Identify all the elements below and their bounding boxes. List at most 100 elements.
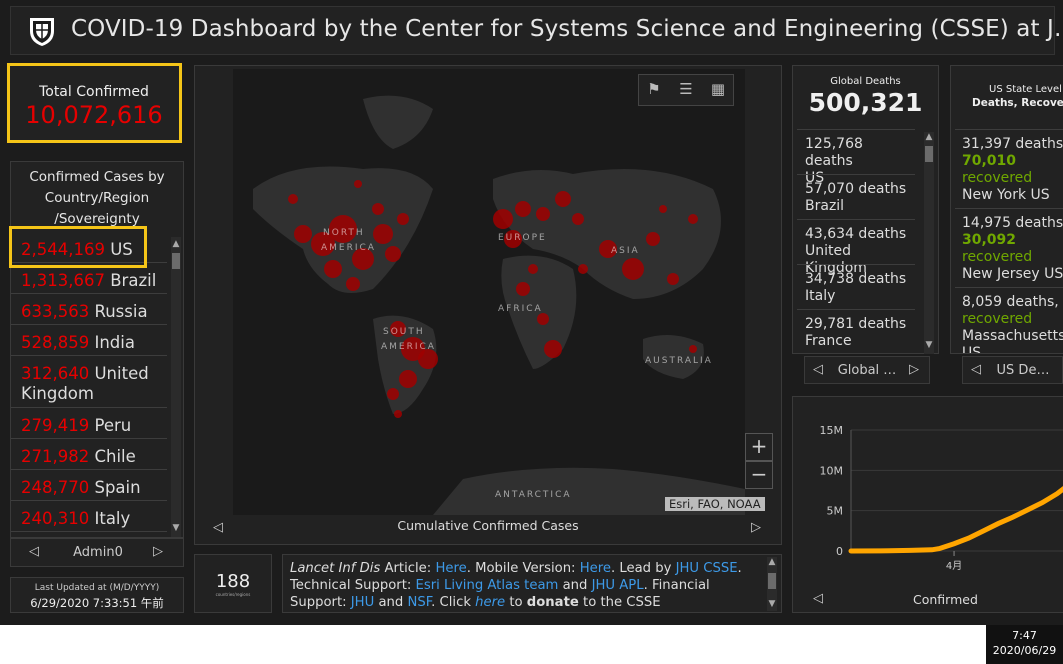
deaths-scrollbar[interactable]: ▲ ▼	[924, 132, 934, 354]
country-name: Italy	[94, 509, 131, 528]
next-page-icon[interactable]: ▷	[153, 544, 163, 559]
chart-y-tick-label: 15M	[820, 424, 844, 437]
world-map[interactable]: NORTH AMERICA SOUTH AMERICA EUROPE ASIA …	[233, 69, 745, 515]
scroll-up-icon[interactable]: ▲	[172, 239, 180, 249]
confirmed-chart-panel: 15M 10M 5M 0 4月 ◁ Confirmed	[792, 396, 1063, 613]
state-recovered-count: 30,092	[962, 232, 1017, 248]
last-updated-label: Last Updated at (M/D/YYYY)	[34, 583, 160, 593]
zoom-out-button[interactable]: −	[745, 461, 773, 489]
state-recovered-label: recovered	[962, 311, 1033, 327]
scroll-up-icon[interactable]: ▲	[768, 557, 776, 567]
country-row[interactable]: 248,770 Spain	[11, 470, 167, 501]
chart-prev-icon[interactable]: ◁	[813, 591, 823, 606]
label-antarctica: ANTARCTICA	[495, 490, 572, 500]
zoom-in-button[interactable]: +	[745, 433, 773, 461]
label-europe: EUROPE	[498, 233, 547, 243]
jhu-link[interactable]: JHU	[350, 595, 375, 610]
death-country: Italy	[805, 288, 836, 304]
info-text-part: and	[558, 578, 592, 593]
total-confirmed-value: 10,072,616	[25, 101, 163, 129]
page-title: COVID-19 Dashboard by the Center for Sys…	[71, 16, 1063, 42]
prev-page-icon[interactable]: ◁	[813, 362, 823, 377]
country-row[interactable]: 633,563 Russia	[11, 294, 167, 325]
info-scrollbar[interactable]: ▲ ▼	[767, 557, 777, 611]
map-prev-icon[interactable]: ◁	[213, 520, 223, 535]
scroll-up-icon[interactable]: ▲	[925, 132, 933, 142]
total-confirmed-panel: Total Confirmed 10,072,616	[8, 64, 180, 143]
label-asia: ASIA	[611, 246, 640, 256]
us-state-row[interactable]: 8,059 deaths, recovered Massachusetts US	[955, 287, 1063, 353]
map-next-icon[interactable]: ▷	[751, 520, 761, 535]
bookmark-icon[interactable]: ⚑	[647, 80, 661, 98]
mobile-version-link[interactable]: Here	[579, 561, 611, 576]
country-pager-label[interactable]: Admin0	[73, 545, 123, 560]
deaths-row[interactable]: 29,781 deaths France	[797, 309, 915, 354]
country-row[interactable]: 528,859 India	[11, 325, 167, 356]
state-deaths: 14,975 deaths,	[962, 215, 1063, 231]
basemap-gallery-icon[interactable]: ▦	[710, 80, 726, 98]
scroll-thumb[interactable]	[768, 573, 776, 589]
country-row[interactable]: 240,310 Italy	[11, 501, 167, 532]
country-name: US	[110, 240, 133, 259]
dashboard-header: COVID-19 Dashboard by the Center for Sys…	[10, 6, 1063, 55]
deaths-row[interactable]: 57,070 deaths Brazil	[797, 174, 915, 219]
country-row[interactable]: 279,419 Peru	[11, 408, 167, 439]
countries-count-value: 188	[215, 571, 251, 592]
global-deaths-panel: Global Deaths 500,321 125,768 deaths US 57…	[792, 65, 939, 354]
us-state-label: US State Level	[989, 84, 1062, 95]
total-confirmed-label: Total Confirmed	[39, 84, 149, 100]
country-list-scrollbar[interactable]: ▲ ▼	[171, 237, 181, 537]
death-country: Brazil	[805, 198, 845, 214]
info-journal: Lancet Inf Dis	[290, 561, 381, 576]
scroll-down-icon[interactable]: ▼	[768, 599, 776, 609]
jhu-apl-link[interactable]: JHU APL	[591, 578, 644, 593]
country-list-heading: Confirmed Cases by Country/Region /Sover…	[29, 169, 165, 227]
us-state-row[interactable]: 14,975 deaths, 30,092 recovered New Jersey…	[955, 208, 1063, 287]
scroll-thumb[interactable]	[925, 146, 933, 162]
info-panel: Lancet Inf Dis Article: Here. Mobile Ver…	[282, 554, 782, 613]
country-row[interactable]: 312,640 United Kingdom	[11, 356, 167, 408]
state-deaths: 31,397 deaths,	[962, 136, 1063, 152]
donate-here-link[interactable]: here	[475, 595, 506, 610]
confirmed-line-chart: 15M 10M 5M 0 4月	[820, 424, 1063, 572]
label-north-america-2: AMERICA	[321, 243, 376, 253]
article-link[interactable]: Here	[435, 561, 467, 576]
us-state-pager-label[interactable]: US De…	[996, 363, 1050, 378]
deaths-pager-label[interactable]: Global …	[837, 363, 897, 378]
esri-living-atlas-link[interactable]: Esri Living Atlas team	[415, 578, 559, 593]
country-count: 633,563	[21, 302, 90, 321]
prev-page-icon[interactable]: ◁	[29, 544, 39, 559]
country-count: 1,313,667	[21, 271, 105, 290]
us-state-row[interactable]: 31,397 deaths, 70,010 recovered New York U…	[955, 129, 1063, 208]
deaths-row[interactable]: 43,634 deaths United Kingdom	[797, 219, 915, 276]
confirmed-series-line[interactable]	[848, 470, 1063, 554]
country-row[interactable]: 271,982 Chile	[11, 439, 167, 470]
nsf-link[interactable]: NSF	[407, 595, 432, 610]
state-deaths: 8,059 deaths,	[962, 294, 1059, 310]
last-updated-panel: Last Updated at (M/D/YYYY) 6/29/2020 7:3…	[10, 577, 184, 613]
info-text-part: and	[374, 595, 408, 610]
info-text-part: to	[505, 595, 527, 610]
us-state-pager: ◁ US De…	[962, 356, 1063, 384]
country-name: Spain	[94, 478, 141, 497]
country-row[interactable]: 1,313,667 Brazil	[11, 263, 167, 294]
system-clock[interactable]: 7:47 2020/06/29	[986, 625, 1063, 664]
prev-page-icon[interactable]: ◁	[971, 362, 981, 377]
info-text-part: . Technical Support:	[290, 561, 742, 593]
next-page-icon[interactable]: ▷	[909, 362, 919, 377]
clock-time: 7:47	[1012, 629, 1037, 642]
deaths-row[interactable]: 125,768 deaths US	[797, 129, 915, 186]
jhu-csse-link[interactable]: JHU CSSE	[675, 561, 738, 576]
country-count: 271,982	[21, 447, 90, 466]
legend-list-icon[interactable]: ☰	[679, 80, 693, 98]
info-text: Lancet Inf Dis Article: Here. Mobile Ver…	[290, 560, 760, 611]
info-text-part: . Mobile Version:	[466, 561, 580, 576]
scroll-thumb[interactable]	[172, 253, 180, 269]
country-row[interactable]: 2,544,169 US	[11, 232, 167, 263]
scroll-down-icon[interactable]: ▼	[172, 523, 180, 533]
global-deaths-label: Global Deaths	[830, 76, 901, 87]
country-count: 528,859	[21, 333, 90, 352]
deaths-row[interactable]: 34,738 deaths Italy	[797, 264, 915, 309]
scroll-down-icon[interactable]: ▼	[925, 340, 933, 350]
death-count: 57,070 deaths	[805, 181, 907, 197]
